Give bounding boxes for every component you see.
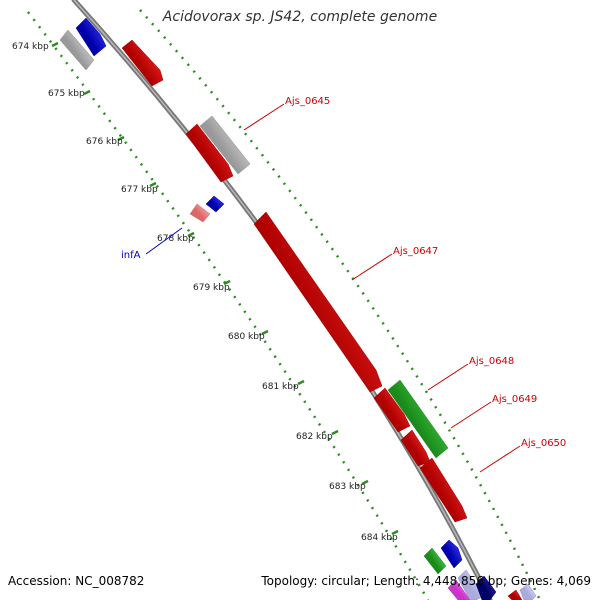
- tick-label: 679 kbp: [193, 283, 230, 293]
- inner-gene-track: [59, 17, 463, 575]
- gene-label-leaders: [145, 103, 521, 473]
- gene-label-ajs-0648[interactable]: Ajs_0648: [469, 356, 514, 367]
- leader-ajs-0647: [351, 253, 393, 281]
- gene-ajs-0650[interactable]: [419, 457, 468, 523]
- gene-label-ajs-0649[interactable]: Ajs_0649: [492, 394, 537, 405]
- gene-red[interactable]: [121, 39, 164, 87]
- gene-blue[interactable]: [75, 17, 107, 57]
- tick-label: 683 kbp: [329, 482, 366, 492]
- leader-ajs-0649: [450, 401, 492, 429]
- tick-label: 684 kbp: [361, 533, 398, 543]
- major-tick: [331, 429, 339, 436]
- major-tick: [187, 231, 195, 238]
- gene-ajs-0645[interactable]: [185, 123, 234, 183]
- genome-backbone: [71, 0, 493, 600]
- gene-label-ajs-0647[interactable]: Ajs_0647: [393, 246, 438, 257]
- genome-backbone-highlight: [73, 0, 491, 600]
- outer-gene-track: [121, 39, 537, 600]
- major-tick: [361, 479, 369, 486]
- genome-stats-label: Topology: circular; Length: 4,448,856 bp…: [261, 574, 591, 588]
- tick-label: 681 kbp: [262, 382, 299, 392]
- tick-label: 674 kbp: [12, 42, 49, 52]
- gene-label-ajs-0650[interactable]: Ajs_0650: [521, 438, 566, 449]
- gene-labels: Ajs_0645 Ajs_0647 Ajs_0648 Ajs_0649 Ajs_…: [121, 96, 566, 449]
- major-tick: [297, 379, 305, 386]
- major-tick: [83, 89, 91, 96]
- leader-ajs-0650: [479, 445, 521, 473]
- major-ticks: [51, 41, 399, 536]
- major-tick: [51, 41, 59, 48]
- leader-infa: [145, 227, 183, 255]
- gene-label-infa[interactable]: infA: [121, 250, 141, 261]
- tick-label: 680 kbp: [228, 332, 265, 342]
- accession-label: Accession: NC_008782: [8, 574, 145, 588]
- gene-ajs-0650-a[interactable]: [400, 429, 431, 467]
- gene-ajs-0649[interactable]: [373, 387, 411, 433]
- gene-blue-bottom[interactable]: [440, 539, 463, 569]
- tick-label: 677 kbp: [121, 185, 158, 195]
- tick-label: 676 kbp: [86, 137, 123, 147]
- major-tick: [149, 181, 157, 188]
- gene-red-bottom[interactable]: [507, 589, 523, 600]
- tick-labels: 674 kbp 675 kbp 676 kbp 677 kbp 678 kbp …: [12, 42, 398, 543]
- gene-pink[interactable]: [189, 203, 211, 223]
- leader-ajs-0645: [243, 103, 285, 131]
- gene-magenta[interactable]: [447, 579, 471, 600]
- gene-ajs-0645-gray[interactable]: [199, 115, 251, 175]
- major-tick: [261, 329, 269, 336]
- gene-label-ajs-0645[interactable]: Ajs_0645: [285, 96, 330, 107]
- gene-gray[interactable]: [59, 29, 95, 71]
- inner-tick-ring: [27, 11, 430, 600]
- major-tick: [391, 529, 399, 536]
- map-title: Acidovorax sp. JS42, complete genome: [162, 9, 438, 25]
- gene-lavender[interactable]: [457, 569, 485, 600]
- gene-blue-small[interactable]: [205, 195, 225, 213]
- gene-green-bottom[interactable]: [423, 547, 447, 575]
- leader-ajs-0648: [427, 363, 469, 391]
- tick-label: 675 kbp: [48, 89, 85, 99]
- gene-lavender-bottom[interactable]: [519, 583, 537, 600]
- tick-label: 678 kbp: [157, 234, 194, 244]
- gene-ajs-0647[interactable]: [253, 211, 383, 393]
- major-tick: [117, 135, 125, 142]
- gene-navy[interactable]: [475, 575, 497, 600]
- outer-tick-ring: [139, 9, 542, 600]
- tick-label: 682 kbp: [296, 432, 333, 442]
- gene-ajs-0648[interactable]: [387, 379, 449, 459]
- major-tick: [223, 279, 231, 286]
